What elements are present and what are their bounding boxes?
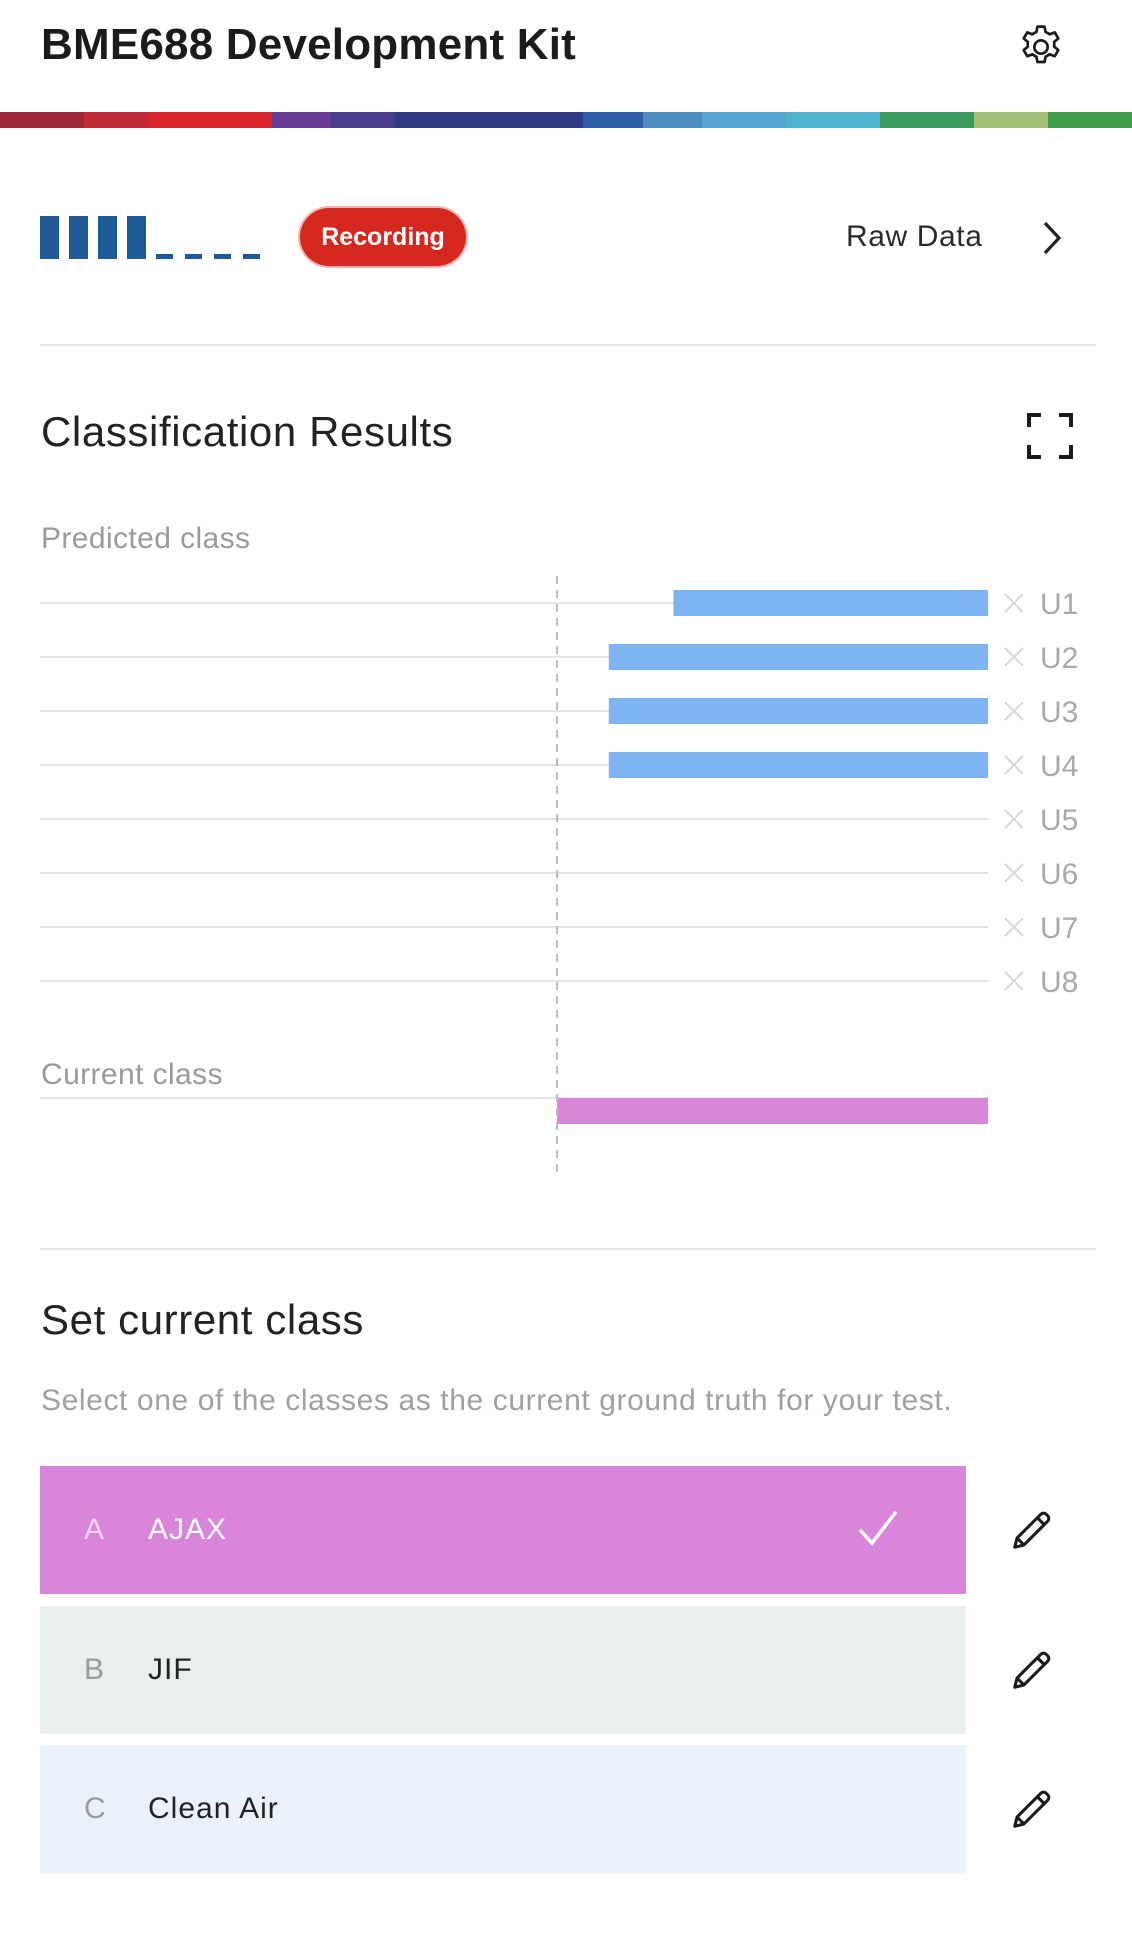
- class-name: AJAX: [148, 1513, 228, 1546]
- prediction-bar: [608, 752, 988, 778]
- close-icon: [1004, 863, 1024, 883]
- category-label: U6: [1040, 858, 1078, 891]
- edit-class-button-c[interactable]: [1002, 1779, 1062, 1839]
- class-name: JIF: [148, 1653, 193, 1686]
- pencil-icon: [1013, 1651, 1051, 1689]
- class-option-b[interactable]: B JIF: [40, 1606, 966, 1734]
- close-icon: [1004, 755, 1024, 775]
- close-icon: [1004, 917, 1024, 937]
- raw-data-label: Raw Data: [846, 220, 983, 253]
- category-label: U8: [1040, 966, 1078, 999]
- class-name: Clean Air: [148, 1792, 279, 1825]
- category-label: U3: [1040, 696, 1078, 729]
- color-strip-segment: [642, 112, 702, 128]
- color-strip-segment: [583, 112, 643, 128]
- color-strip-segment: [0, 112, 85, 128]
- classification-title: Classification Results: [41, 408, 454, 455]
- current-class-label: Current class: [41, 1058, 223, 1091]
- category-label: U5: [1040, 804, 1078, 837]
- class-letter: A: [84, 1513, 105, 1546]
- expand-button[interactable]: [1024, 410, 1076, 462]
- current-class-bar: [557, 1098, 988, 1124]
- signal-bar-empty: [185, 254, 202, 259]
- signal-bar-filled: [98, 216, 117, 259]
- color-strip-segment: [84, 112, 149, 128]
- prediction-bar: [608, 644, 988, 670]
- settings-button[interactable]: [1010, 16, 1072, 78]
- color-strip-segment: [973, 112, 1048, 128]
- prediction-bar: [608, 698, 988, 724]
- signal-bar-empty: [243, 254, 260, 259]
- signal-bar-empty: [156, 254, 173, 259]
- category-label: U2: [1040, 642, 1078, 675]
- chevron-right-icon: [1043, 221, 1062, 255]
- gear-icon: [1022, 25, 1060, 64]
- class-letter: B: [84, 1653, 105, 1686]
- signal-bar-filled: [127, 216, 146, 259]
- edit-class-button-a[interactable]: [1002, 1500, 1062, 1560]
- edit-class-button-b[interactable]: [1002, 1640, 1062, 1700]
- color-strip-segment: [701, 112, 786, 128]
- app-header: BME688 Development Kit: [0, 0, 1132, 112]
- color-strip-segment: [785, 112, 880, 128]
- brand-color-strip: [0, 112, 1132, 128]
- color-strip-segment: [148, 112, 272, 128]
- color-strip-segment: [879, 112, 974, 128]
- class-option-a[interactable]: A AJAX: [40, 1466, 966, 1594]
- set-class-description: Select one of the classes as the current…: [41, 1384, 953, 1417]
- app-title: BME688 Development Kit: [41, 20, 576, 69]
- pencil-icon: [1013, 1511, 1051, 1549]
- signal-bar-filled: [69, 216, 88, 259]
- close-icon: [1004, 701, 1024, 721]
- classification-chart: U1 U2 U3 U4 U5 U6 U7 U8: [40, 576, 1078, 1172]
- prediction-bar: [673, 590, 988, 616]
- checkmark-icon: [858, 1510, 898, 1546]
- signal-bar-empty: [214, 254, 231, 259]
- section-divider: [40, 344, 1096, 346]
- pencil-icon: [1013, 1790, 1051, 1828]
- predicted-class-label: Predicted class: [41, 522, 251, 555]
- class-letter: C: [84, 1792, 106, 1825]
- section-divider: [40, 1248, 1096, 1250]
- set-class-title: Set current class: [41, 1296, 364, 1343]
- category-label: U7: [1040, 912, 1078, 945]
- class-option-c[interactable]: C Clean Air: [40, 1745, 966, 1873]
- recording-badge: Recording: [300, 208, 466, 266]
- category-label: U1: [1040, 588, 1078, 621]
- color-strip-segment: [395, 112, 584, 128]
- category-label: U4: [1040, 750, 1078, 783]
- raw-data-link[interactable]: Raw Data: [846, 208, 1086, 266]
- close-icon: [1004, 809, 1024, 829]
- color-strip-segment: [331, 112, 396, 128]
- close-icon: [1004, 971, 1024, 991]
- signal-bar-filled: [40, 216, 59, 259]
- close-icon: [1004, 593, 1024, 613]
- close-icon: [1004, 647, 1024, 667]
- color-strip-segment: [271, 112, 332, 128]
- color-strip-segment: [1047, 112, 1132, 128]
- signal-strength-indicator: [40, 216, 270, 260]
- fullscreen-icon: [1027, 413, 1073, 459]
